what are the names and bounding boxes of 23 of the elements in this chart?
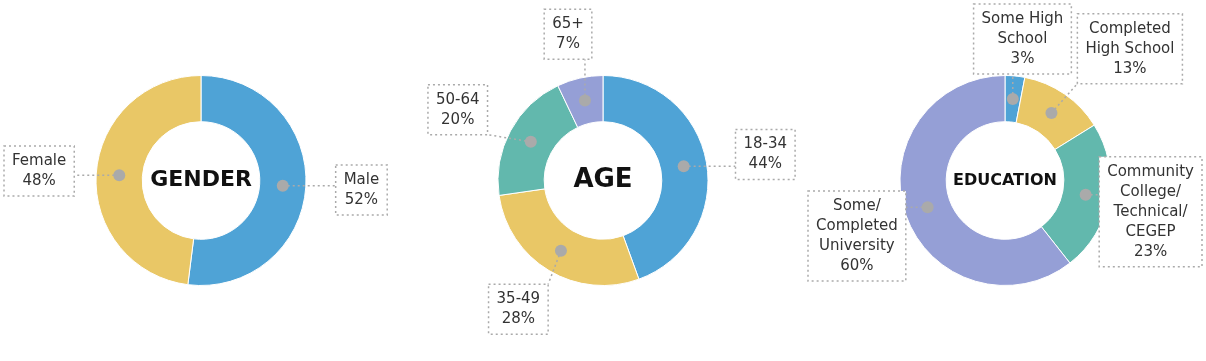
text: AGE [573,163,633,194]
data-label: 52% [344,189,379,208]
data-label: 3% [1010,48,1035,67]
data-label: 60% [840,255,874,274]
text: GENDER [150,166,252,192]
data-label: 48% [22,170,56,189]
slice-label: Male [343,169,380,188]
slice-label: Completed High School [1085,18,1175,57]
data-label: 20% [441,109,475,128]
data-label: 23% [1133,241,1168,260]
slice-label: Community College/Technical/CEGEP [1107,161,1195,240]
slice-label: 18-34 [743,134,788,153]
data-label: 7% [556,34,580,53]
slice-label: Some High School [981,8,1064,47]
slice-label: 50-64 [435,89,480,108]
text: EDUCATION [953,169,1057,189]
slice-label: Female [11,150,67,169]
data-label: 13% [1113,58,1147,77]
slice-label: 65+ [552,14,584,33]
data-label: 44% [748,154,782,173]
data-label: 28% [501,309,536,328]
slice-label: 35-49 [496,289,541,308]
slice-label: Some/Completed University [816,195,898,254]
